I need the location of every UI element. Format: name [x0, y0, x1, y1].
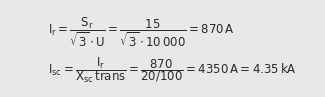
Text: $\mathregular{I_r} = \dfrac{\mathregular{S_r}}{\sqrt{3}\cdot\mathregular{U}} = \: $\mathregular{I_r} = \dfrac{\mathregular…: [48, 16, 235, 49]
Text: $\mathregular{I_{sc}} = \dfrac{\mathregular{I_r}}{\mathregular{X_{sc}}\,\mathrm{: $\mathregular{I_{sc}} = \dfrac{\mathregu…: [48, 55, 297, 85]
